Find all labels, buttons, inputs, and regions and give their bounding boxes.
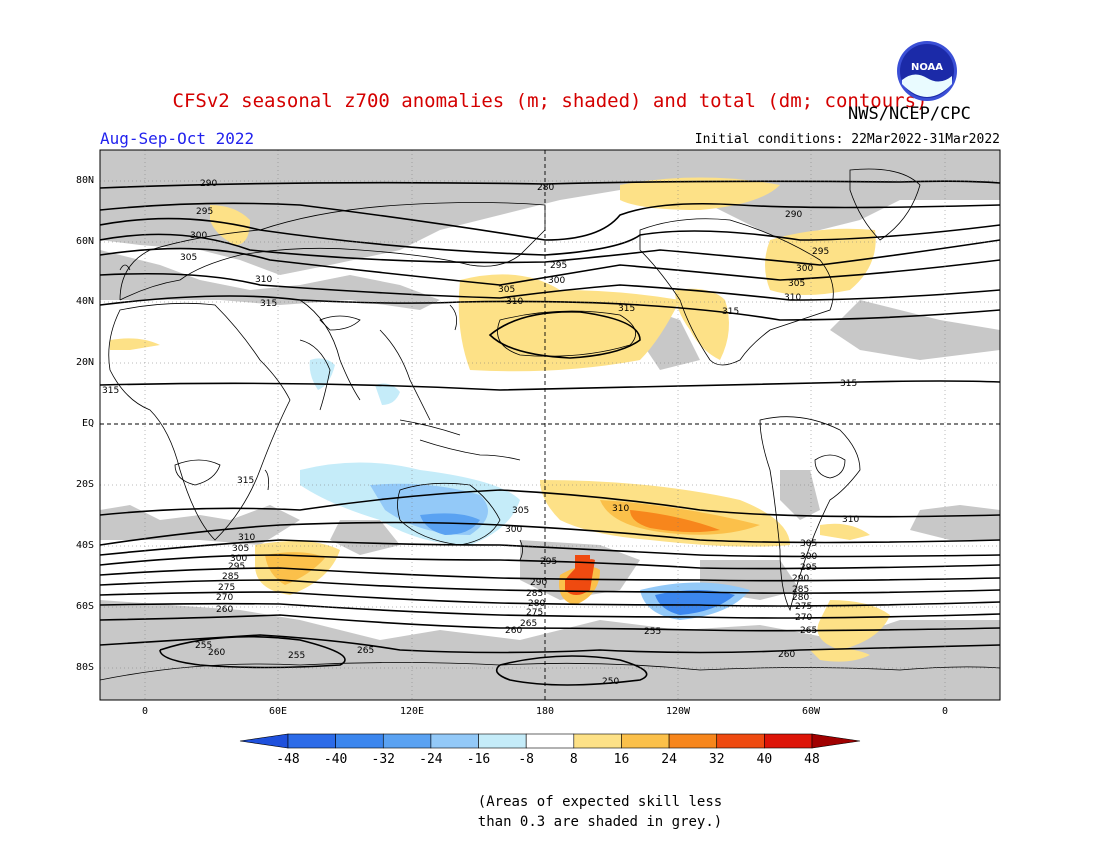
contour-label: 310	[238, 533, 255, 543]
map-frame	[99, 149, 1001, 701]
contour-label: 295	[812, 247, 829, 257]
colorbar-tick-label: -8	[518, 752, 534, 767]
contour-label: 300	[796, 264, 813, 274]
contour-label: 270	[216, 593, 233, 603]
colorbar-tick-label: -24	[419, 752, 443, 767]
contour-label: 255	[288, 651, 305, 661]
contour-label: 305	[800, 539, 817, 549]
contour-value-labels: 290 280 290 295 300 305 310 315 295 300 …	[102, 179, 859, 687]
contour-label: 290	[530, 578, 547, 588]
contour-label: 270	[795, 613, 812, 623]
contour-label: 315	[260, 299, 277, 309]
contour-label: 300	[190, 231, 207, 241]
contour-label: 265	[520, 619, 537, 629]
contour-label: 305	[232, 544, 249, 554]
lon-label: 120W	[665, 706, 691, 717]
contour-label: 280	[528, 599, 545, 609]
colorbar-tick-label: 16	[613, 752, 630, 767]
organization-label: NWS/NCEP/CPC	[848, 104, 971, 124]
contour-label: 310	[612, 504, 629, 514]
colorbar-tick-label: 32	[708, 752, 725, 767]
contour-label: 280	[792, 593, 809, 603]
lat-label: 20N	[75, 357, 94, 368]
contour-label: 310	[506, 297, 523, 307]
contour-label: 310	[784, 293, 801, 303]
contour-label: 300	[230, 554, 247, 564]
contour-label: 300	[548, 276, 565, 286]
lon-label: 0	[141, 706, 149, 717]
contour-label: 295	[800, 563, 817, 573]
contour-label: 310	[255, 275, 272, 285]
contour-label: 300	[800, 552, 817, 562]
lat-label: 40S	[75, 540, 94, 551]
contour-label: 290	[785, 210, 802, 220]
skill-note-line2: than 0.3 are shaded in grey.)	[477, 814, 723, 830]
contour-label: 315	[840, 379, 857, 389]
contour-label: 275	[526, 608, 543, 618]
noaa-logo: NOAA	[897, 41, 957, 101]
contour-label: 265	[357, 646, 374, 656]
contour-label: 290	[792, 574, 809, 584]
lon-label: 0	[941, 706, 949, 717]
contour-label: 315	[237, 476, 254, 486]
contour-label: 250	[602, 677, 619, 687]
chart-title: CFSv2 seasonal z700 anomalies (m; shaded…	[172, 90, 928, 112]
contour-label: 260	[216, 605, 233, 615]
contour-label: 285	[792, 585, 809, 595]
contour-label: 305	[180, 253, 197, 263]
colorbar-tick-label: -16	[466, 752, 491, 767]
lat-label: 60S	[75, 601, 94, 612]
contour-label: 295	[540, 557, 557, 567]
contour-label: 285	[526, 589, 543, 599]
contour-label: 310	[842, 515, 859, 525]
lon-label: 180	[535, 706, 555, 717]
contour-label: 275	[795, 602, 812, 612]
svg-text:NOAA: NOAA	[911, 62, 943, 73]
skill-note: (Areas of expected skill less than 0.3 a…	[440, 792, 760, 832]
contour-label: 275	[218, 583, 235, 593]
contour-label: 295	[228, 562, 245, 572]
contour-label: 265	[800, 626, 817, 636]
contour-label: 260	[505, 626, 522, 636]
contour-label: 285	[222, 572, 239, 582]
lat-label: 60N	[75, 236, 94, 247]
contour-label: 295	[196, 207, 213, 217]
skill-note-line1: (Areas of expected skill less	[477, 794, 723, 810]
colorbar-tick-label: 40	[756, 752, 773, 767]
contour-label: 305	[498, 285, 515, 295]
contour-label: 255	[644, 627, 661, 637]
colorbar-tick-label: 48	[804, 752, 820, 767]
contour-label: 305	[788, 279, 805, 289]
coastlines	[100, 168, 1000, 681]
contour-label: 255	[195, 641, 212, 651]
lat-label: 40N	[75, 296, 94, 307]
lat-label: 80N	[75, 175, 94, 186]
lon-label: 60W	[801, 706, 821, 717]
lon-label: 60E	[268, 706, 288, 717]
lat-label: EQ	[81, 418, 94, 429]
contour-label: 305	[512, 506, 529, 516]
colorbar-tick-label: -40	[323, 752, 348, 767]
lat-label: 20S	[75, 479, 94, 490]
geopotential-contours	[100, 180, 1000, 686]
initial-conditions-label: Initial conditions: 22Mar2022-31Mar2022	[694, 132, 1000, 147]
contour-label: 290	[200, 179, 217, 189]
colorbar-tick-label: -48	[276, 752, 300, 767]
contour-label: 315	[102, 386, 119, 396]
lat-label: 80S	[75, 662, 94, 673]
contour-label: 260	[778, 650, 795, 660]
colorbar-tick-label: 24	[661, 752, 677, 767]
contour-label: 295	[550, 261, 567, 271]
contour-label: 300	[505, 525, 522, 535]
colorbar-tick-label: -32	[371, 752, 395, 767]
contour-label: 315	[722, 307, 739, 317]
contour-label: 280	[537, 183, 554, 193]
contour-label: 260	[208, 648, 225, 658]
lon-label: 120E	[399, 706, 425, 717]
positive-anomaly-shading	[110, 177, 890, 662]
contour-label: 315	[618, 304, 635, 314]
colorbar-tick-label: 8	[569, 752, 578, 767]
season-label: Aug-Sep-Oct 2022	[100, 129, 255, 148]
